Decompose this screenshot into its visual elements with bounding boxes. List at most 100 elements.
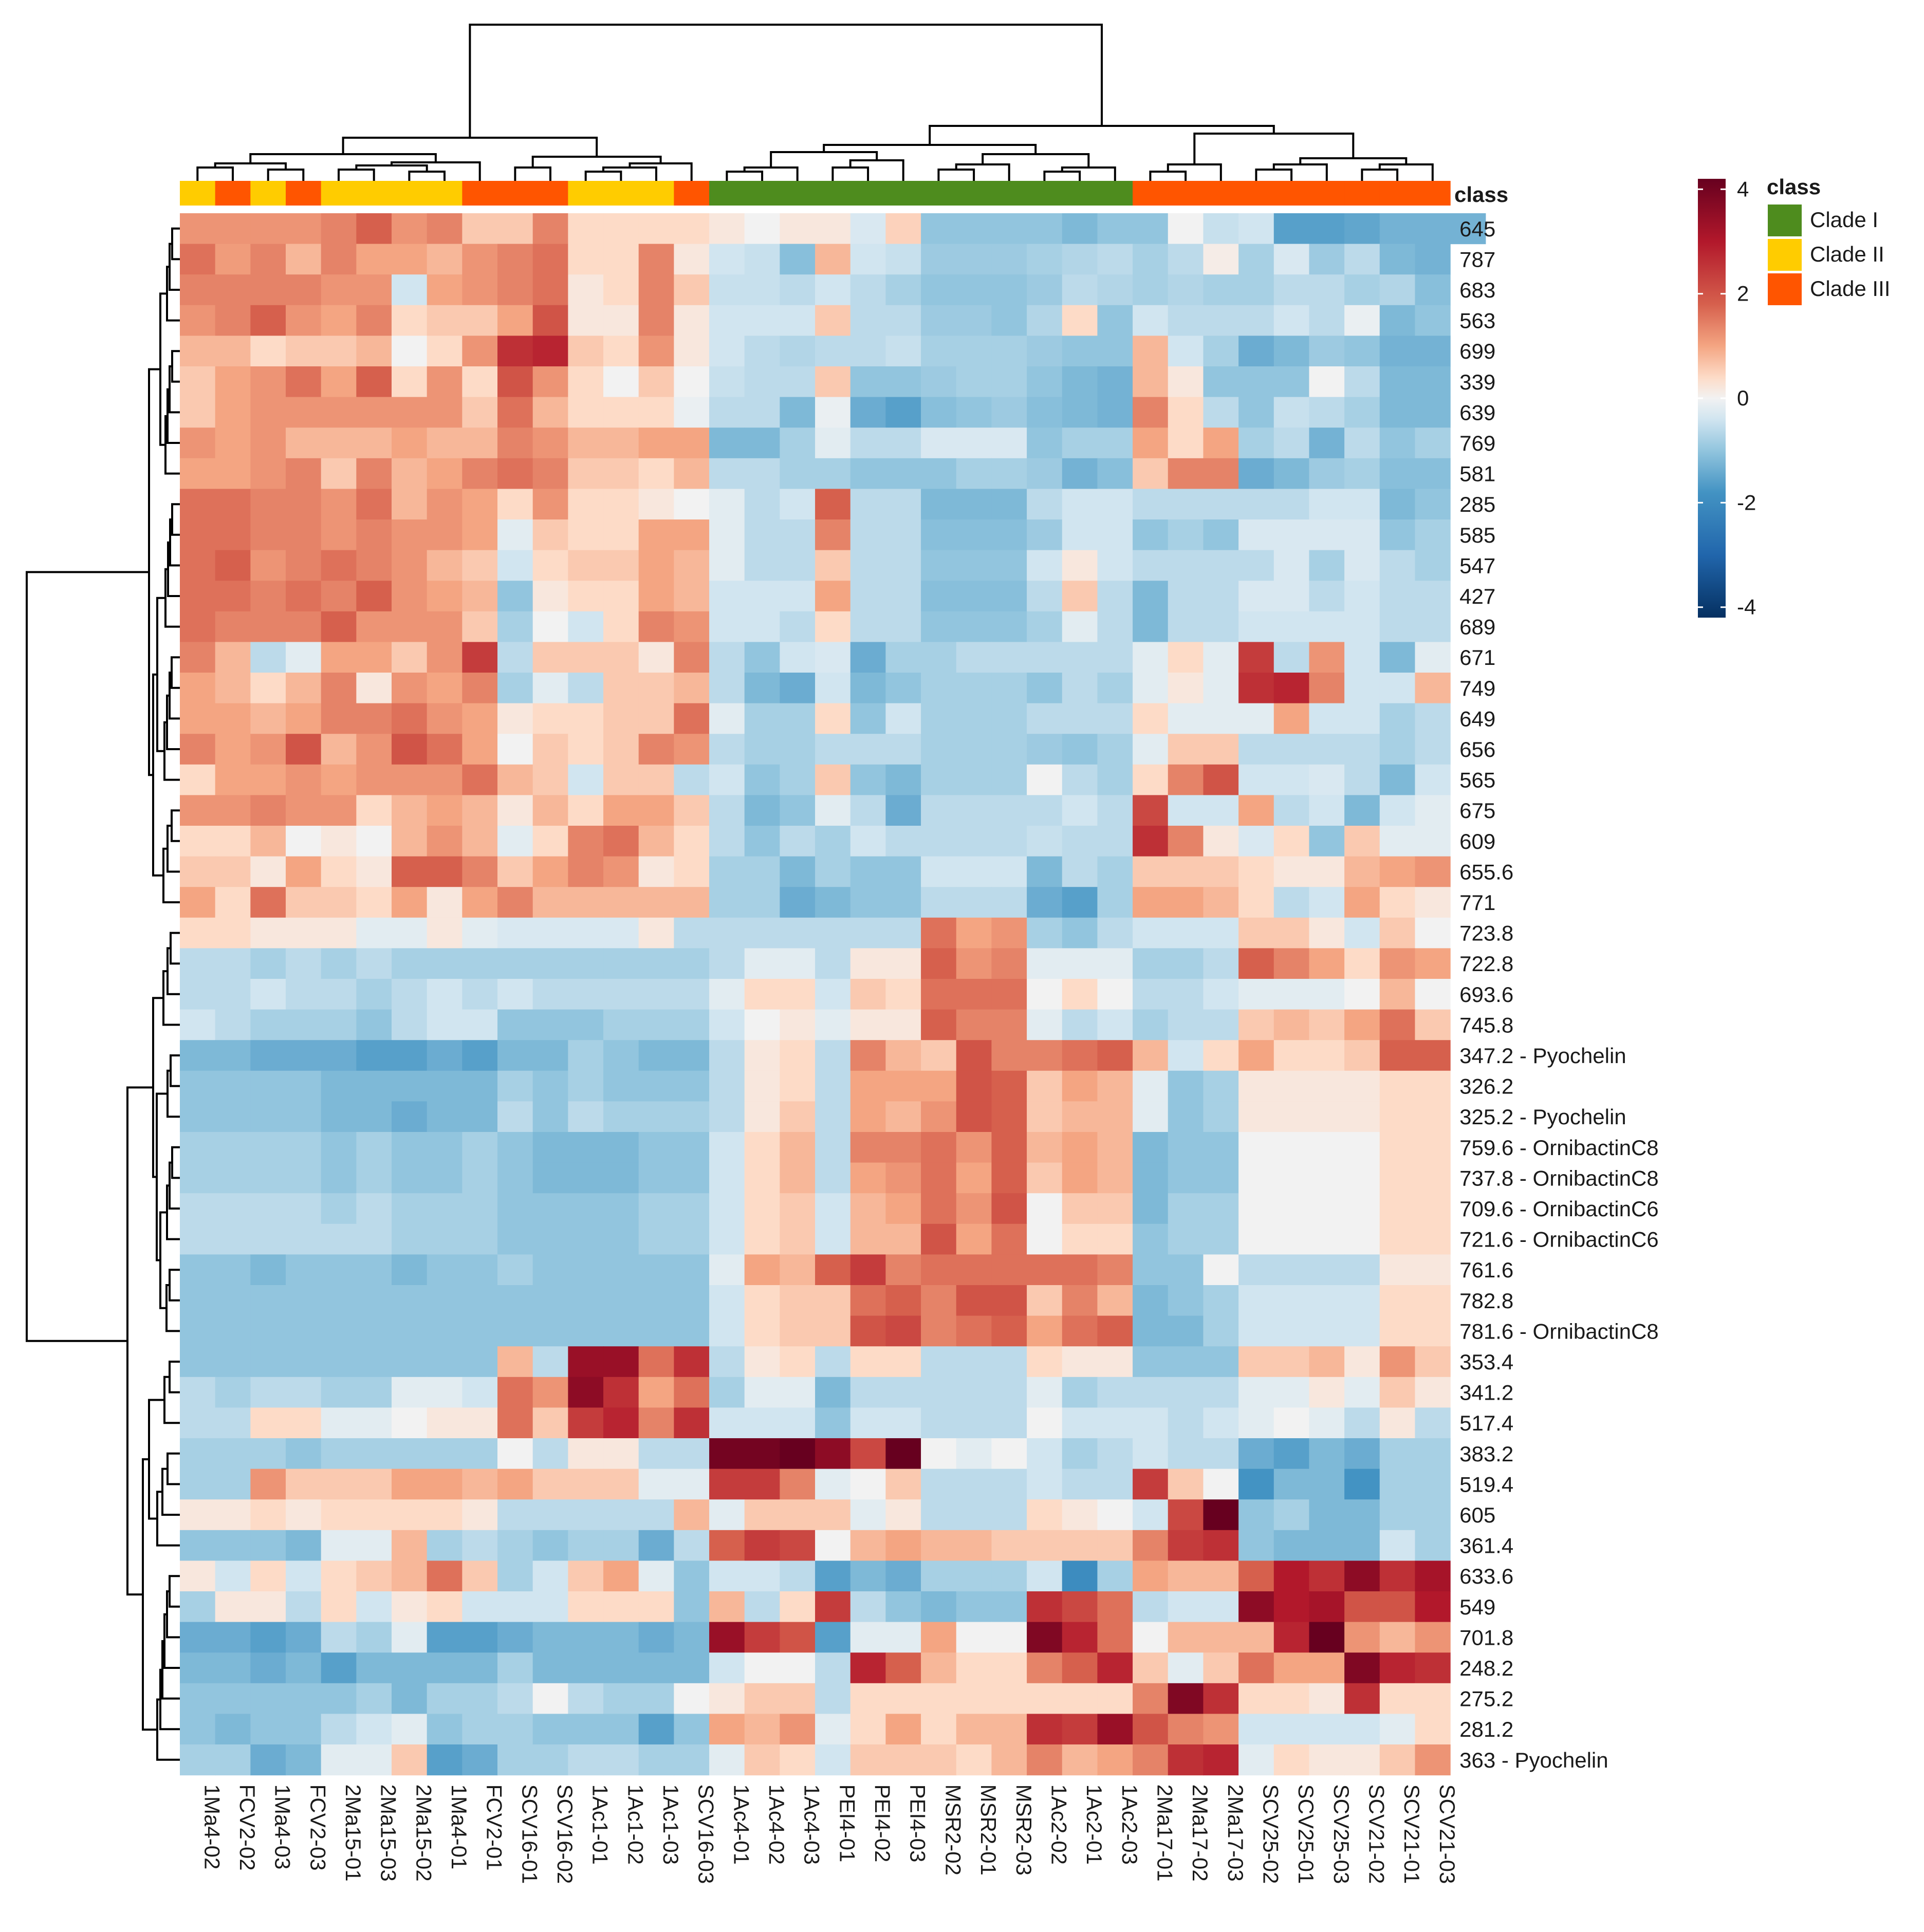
- heatmap-cell: [850, 1407, 886, 1439]
- heatmap-cell: [815, 979, 851, 1010]
- heatmap-cell: [497, 1346, 533, 1378]
- heatmap-cell: [215, 1223, 251, 1255]
- heatmap-cell: [885, 642, 921, 673]
- heatmap-cell: [1203, 1254, 1239, 1286]
- heatmap-cell: [603, 642, 639, 673]
- heatmap-cell: [1415, 1254, 1451, 1286]
- heatmap-cell: [356, 1652, 392, 1684]
- heatmap-cell: [921, 244, 957, 275]
- heatmap-cell: [180, 948, 216, 979]
- heatmap-cell: [321, 1530, 357, 1561]
- heatmap-cell: [462, 642, 498, 673]
- heatmap-cell: [638, 428, 674, 459]
- heatmap-cell: [462, 734, 498, 765]
- heatmap-cell: [921, 1009, 957, 1041]
- heatmap-cell: [921, 1070, 957, 1102]
- heatmap-cell: [1344, 213, 1380, 245]
- heatmap-cell: [674, 305, 710, 336]
- heatmap-cell: [321, 856, 357, 887]
- heatmap-cell: [1203, 1561, 1239, 1592]
- heatmap-cell: [1379, 1132, 1416, 1163]
- heatmap-cell: [1238, 856, 1274, 887]
- heatmap-cell: [250, 366, 286, 398]
- heatmap-cell: [674, 519, 710, 551]
- heatmap-cell: [1309, 795, 1345, 826]
- heatmap-cell: [427, 244, 462, 275]
- heatmap-cell: [462, 489, 498, 520]
- class-bar-cell: [1309, 181, 1345, 206]
- heatmap-cell: [1168, 1683, 1204, 1714]
- heatmap-cell: [674, 1499, 710, 1531]
- heatmap-cell: [1309, 734, 1345, 765]
- heatmap-cell: [392, 336, 428, 367]
- heatmap-cell: [780, 1499, 816, 1531]
- heatmap-cell: [321, 979, 357, 1010]
- heatmap-cell: [1309, 274, 1345, 306]
- heatmap-cell: [638, 1223, 674, 1255]
- heatmap-cell: [497, 764, 533, 795]
- heatmap-cell: [603, 703, 639, 734]
- heatmap-cell: [815, 519, 851, 551]
- heatmap-cell: [568, 1744, 604, 1776]
- heatmap-cell: [638, 1132, 674, 1163]
- heatmap-cell: [1273, 305, 1310, 336]
- heatmap-cell: [744, 274, 780, 306]
- heatmap-cell: [1097, 458, 1133, 489]
- heatmap-cell: [603, 1070, 639, 1102]
- heatmap-cell: [427, 703, 462, 734]
- heatmap-cell: [497, 1254, 533, 1286]
- heatmap-cell: [1062, 213, 1098, 245]
- heatmap-cell: [1344, 1499, 1380, 1531]
- heatmap-cell: [392, 917, 428, 949]
- heatmap-cell: [1062, 1254, 1098, 1286]
- heatmap-cell: [1168, 489, 1204, 520]
- heatmap-cell: [921, 1714, 957, 1745]
- heatmap-cell: [603, 244, 639, 275]
- heatmap-cell: [321, 1009, 357, 1041]
- heatmap-cell: [885, 336, 921, 367]
- class-bar-cell: [709, 181, 745, 206]
- heatmap-cell: [850, 703, 886, 734]
- heatmap-cell: [250, 1561, 286, 1592]
- heatmap-cell: [850, 1438, 886, 1470]
- heatmap-cell: [1344, 1561, 1380, 1592]
- heatmap-cell: [744, 1193, 780, 1224]
- column-label: 1Ma4-02: [200, 1785, 224, 1870]
- heatmap-cell: [956, 1438, 992, 1470]
- heatmap-cell: [321, 458, 357, 489]
- heatmap-cell: [180, 213, 216, 245]
- heatmap-cell: [462, 948, 498, 979]
- column-label: SCV25-03: [1329, 1785, 1354, 1884]
- heatmap-cell: [956, 795, 992, 826]
- heatmap-cell: [392, 1714, 428, 1745]
- heatmap-cell: [991, 979, 1027, 1010]
- heatmap-cell: [1238, 1254, 1274, 1286]
- column-label: 1Ma4-01: [447, 1785, 471, 1870]
- heatmap-cell: [321, 673, 357, 704]
- heatmap-cell: [1415, 673, 1451, 704]
- row-label: 737.8 - OrnibactinC8: [1459, 1166, 1659, 1190]
- heatmap-cell: [532, 795, 568, 826]
- heatmap-cell: [956, 979, 992, 1010]
- heatmap-cell: [1344, 1193, 1380, 1224]
- heatmap-cell: [674, 581, 710, 612]
- heatmap-cell: [1238, 305, 1274, 336]
- heatmap-cell: [850, 213, 886, 245]
- heatmap-cell: [392, 1285, 428, 1316]
- heatmap-cell: [286, 826, 322, 857]
- heatmap-cell: [1309, 305, 1345, 336]
- row-label: 699: [1459, 339, 1495, 363]
- heatmap-cell: [1379, 1591, 1416, 1623]
- heatmap-cell: [1379, 1223, 1416, 1255]
- heatmap-cell: [709, 458, 745, 489]
- class-bar-cell: [638, 181, 674, 206]
- heatmap-cell: [392, 489, 428, 520]
- heatmap-cell: [250, 1744, 286, 1776]
- heatmap-cell: [286, 1101, 322, 1132]
- heatmap-cell: [1027, 1591, 1063, 1623]
- heatmap-cell: [674, 1070, 710, 1102]
- heatmap-cell: [1379, 826, 1416, 857]
- heatmap-cell: [709, 1346, 745, 1378]
- heatmap-cell: [286, 305, 322, 336]
- heatmap-cell: [427, 1254, 462, 1286]
